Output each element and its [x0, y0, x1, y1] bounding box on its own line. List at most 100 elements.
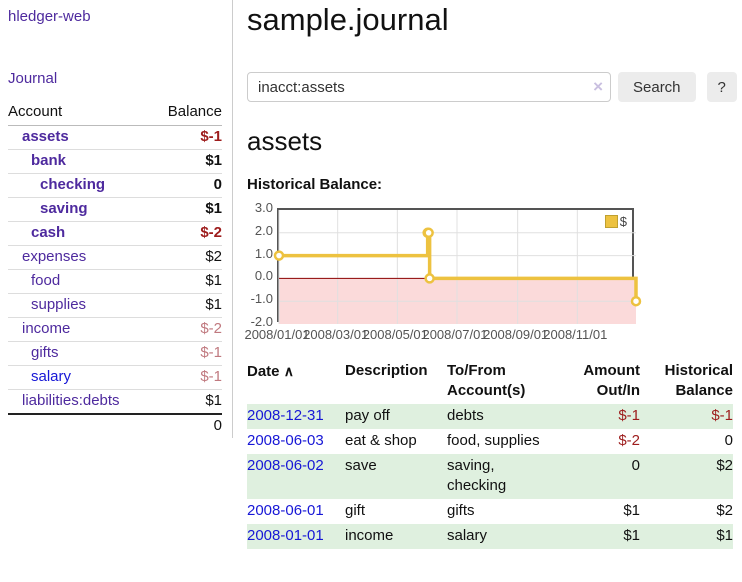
- register-body: 2008-12-31 pay off debts $-1 $-1 2008-06-03 ea…: [247, 404, 733, 549]
- data-point: [273, 250, 285, 261]
- register-table: Date ∧ Description To/From Account(s) Am…: [247, 358, 733, 549]
- sidebar-account-link[interactable]: income: [22, 320, 71, 337]
- help-button[interactable]: ?: [706, 72, 737, 102]
- app-brand-link[interactable]: hledger-web: [8, 8, 91, 25]
- x-tick-label: 2008/07/01: [422, 327, 488, 342]
- transaction-description: pay off: [345, 404, 447, 429]
- account-balance: $1: [152, 197, 222, 222]
- account-balance: $-1: [152, 341, 222, 366]
- y-tick-label: -1.0: [250, 291, 273, 307]
- transaction-amount: $-2: [618, 432, 640, 449]
- register-col-description: Description: [345, 362, 428, 379]
- transaction-date-link[interactable]: 2008-06-02: [247, 457, 324, 474]
- search-button[interactable]: Search: [618, 72, 696, 102]
- register-col-balance: Historical Balance: [664, 362, 733, 399]
- accounts-body: assets $-1 bank $1 checking 0 saving $1 cash $-2 e…: [8, 125, 222, 438]
- sidebar-account-link[interactable]: salary: [31, 368, 72, 385]
- x-tick-label: 2008/11/01: [543, 327, 608, 342]
- register-row: 2008-06-02 save saving, checking 0 $2: [247, 454, 733, 499]
- account-row: income $-2: [8, 317, 222, 342]
- sidebar-account-link[interactable]: cash: [31, 224, 66, 241]
- accounts-col-balance: Balance: [152, 100, 222, 126]
- register-col-tofrom: To/From Account(s): [447, 362, 526, 399]
- transaction-amount: $1: [567, 524, 640, 549]
- register-row: 2008-12-31 pay off debts $-1 $-1: [247, 404, 733, 429]
- account-heading: assets: [247, 126, 323, 156]
- account-row: saving $1: [8, 197, 222, 222]
- transaction-description: gift: [345, 502, 366, 519]
- sidebar-account-link[interactable]: supplies: [31, 296, 87, 313]
- accounts-table: Account Balance assets $-1 bank $1 checking 0…: [8, 100, 222, 438]
- transaction-date-link[interactable]: 2008-01-01: [247, 527, 324, 544]
- x-tick-label: 2008/09/01: [483, 327, 549, 342]
- clear-search-icon[interactable]: ×: [593, 77, 603, 96]
- legend-swatch-icon: [604, 215, 618, 228]
- account-balance: $-2: [152, 221, 222, 246]
- chart-legend: $: [604, 214, 627, 229]
- register-row: 2008-01-01 income salary $1 $1: [247, 524, 733, 549]
- chart-canvas: [273, 210, 642, 324]
- transaction-accounts: gifts: [447, 502, 475, 519]
- account-row: cash $-2: [8, 221, 222, 246]
- x-tick-label: 2008/03/01: [303, 327, 369, 342]
- register-col-date[interactable]: Date ∧: [247, 363, 294, 380]
- chart-title: Historical Balance:: [247, 176, 383, 193]
- register-row: 2008-06-03 eat & shop food, supplies $-2 0: [247, 429, 733, 454]
- data-point: [423, 227, 434, 239]
- accounts-total-value: 0: [152, 413, 222, 438]
- transaction-date-link[interactable]: 2008-06-03: [247, 432, 324, 449]
- account-balance: $1: [152, 389, 222, 415]
- transaction-balance: $1: [640, 524, 733, 549]
- sidebar-account-link[interactable]: expenses: [22, 248, 87, 265]
- transaction-balance: $2: [716, 502, 733, 519]
- sidebar-account-link[interactable]: checking: [40, 176, 106, 193]
- account-row: liabilities:debts $1: [8, 389, 222, 415]
- register-col-amount: Amount Out/In: [583, 362, 640, 399]
- transaction-balance: $-1: [640, 404, 733, 429]
- sidebar-account-link[interactable]: food: [31, 272, 61, 289]
- data-point: [424, 273, 435, 284]
- sidebar-account-link[interactable]: liabilities:debts: [22, 392, 120, 409]
- account-balance: $-1: [152, 365, 222, 390]
- y-tick-label: 1.0: [254, 245, 273, 261]
- account-row: bank $1: [8, 149, 222, 174]
- sidebar-account-link[interactable]: assets: [22, 128, 69, 145]
- account-balance: $1: [152, 293, 222, 318]
- x-tick-label: 2008/05/01: [362, 327, 428, 342]
- transaction-description: save: [345, 454, 447, 499]
- sidebar-account-link[interactable]: saving: [40, 200, 88, 217]
- sidebar-account-link[interactable]: gifts: [31, 344, 59, 361]
- page-title: sample.journal: [247, 2, 449, 37]
- account-balance: $-2: [152, 317, 222, 342]
- search-bar: × Search ?: [247, 72, 737, 102]
- accounts-total-row: 0: [8, 413, 222, 438]
- account-row: gifts $-1: [8, 341, 222, 366]
- y-tick-label: -2.0: [250, 314, 273, 329]
- legend-label: $: [619, 214, 627, 229]
- balance-chart: 3.0 2.0 1.0 0.0 -1.0 -2.0 $ 2008/01/01 2008/03…: [244, 200, 733, 345]
- transaction-balance: $2: [640, 454, 733, 499]
- transaction-accounts: food, supplies: [447, 432, 540, 449]
- transaction-amount: 0: [567, 454, 640, 499]
- account-balance: 0: [152, 173, 222, 198]
- transaction-date-link[interactable]: 2008-06-01: [247, 502, 324, 519]
- y-tick-label: 0.0: [254, 268, 273, 284]
- sidebar-item-journal[interactable]: Journal: [8, 70, 58, 87]
- main-content: sample.journal × Search ? assets Histori…: [244, 0, 737, 549]
- transaction-date-link[interactable]: 2008-12-31: [247, 407, 324, 424]
- transaction-amount: $-1: [567, 404, 640, 429]
- y-tick-label: 3.0: [254, 200, 273, 215]
- search-input[interactable]: [247, 72, 611, 102]
- sidebar-account-link[interactable]: bank: [31, 152, 67, 169]
- x-tick-label: 2008/01/01: [244, 327, 310, 342]
- account-row: salary $-1: [8, 365, 222, 390]
- transaction-description: income: [345, 524, 447, 549]
- account-row: checking 0: [8, 173, 222, 198]
- sort-asc-icon: ∧: [283, 363, 294, 379]
- accounts-col-account: Account: [8, 100, 152, 126]
- y-tick-label: 2.0: [254, 222, 273, 238]
- account-balance: $-1: [152, 125, 222, 150]
- account-row: supplies $1: [8, 293, 222, 318]
- chart-plot-area[interactable]: $: [273, 208, 642, 324]
- account-row: expenses $2: [8, 245, 222, 270]
